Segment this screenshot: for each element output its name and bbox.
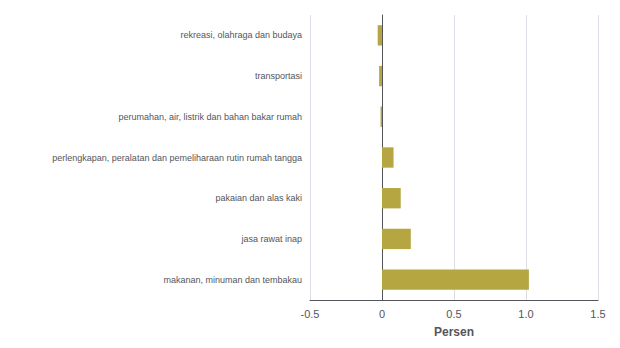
svg-text:makanan, minuman dan tembakau: makanan, minuman dan tembakau — [163, 275, 302, 285]
svg-text:perlengkapan, peralatan dan pe: perlengkapan, peralatan dan pemeliharaan… — [52, 153, 302, 163]
svg-text:1.0: 1.0 — [518, 308, 533, 320]
svg-text:1.5: 1.5 — [590, 308, 605, 320]
svg-text:perumahan, air, listrik dan ba: perumahan, air, listrik dan bahan bakar … — [118, 112, 302, 122]
svg-text:rekreasi, olahraga dan budaya: rekreasi, olahraga dan budaya — [180, 30, 302, 40]
svg-text:jasa rawat inap: jasa rawat inap — [240, 234, 302, 244]
svg-text:transportasi: transportasi — [255, 71, 302, 81]
svg-text:-0.5: -0.5 — [301, 308, 320, 320]
svg-text:Persen: Persen — [434, 325, 474, 339]
svg-text:0.5: 0.5 — [446, 308, 461, 320]
svg-text:0: 0 — [379, 308, 385, 320]
svg-text:pakaian dan alas kaki: pakaian dan alas kaki — [215, 193, 302, 203]
